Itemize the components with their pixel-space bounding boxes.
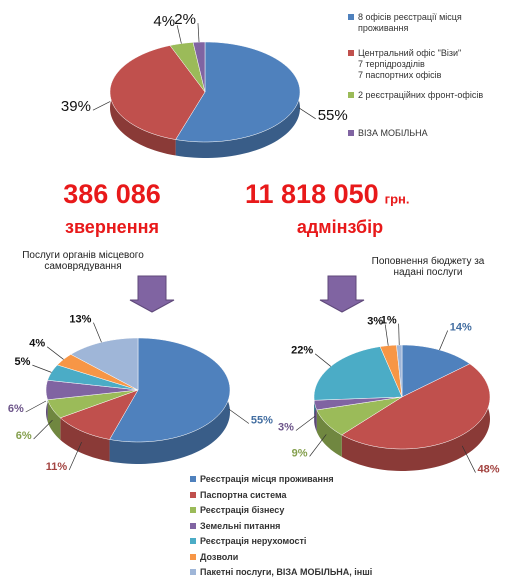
data-label: 6% (16, 430, 32, 442)
data-label: 55% (251, 414, 273, 426)
leader-line (298, 107, 316, 120)
slice (109, 337, 231, 443)
leader-line (93, 322, 102, 343)
data-label: 4% (153, 13, 175, 30)
legend-swatch (348, 92, 354, 98)
slice (316, 396, 403, 436)
slice (47, 364, 139, 391)
legend-swatch (190, 491, 196, 498)
data-label: 48% (477, 463, 499, 475)
legend-item: 2 реєстраційних фронт-офісів (348, 90, 508, 101)
slice (70, 337, 139, 391)
legend-item: Реєстрація місця проживання (190, 474, 334, 485)
slice (175, 41, 301, 143)
legend-swatch (348, 130, 354, 136)
slice-side (316, 409, 342, 457)
slice (47, 389, 139, 419)
leader-line (314, 353, 332, 367)
slice (313, 346, 403, 401)
data-label: 5% (14, 356, 30, 368)
legend-swatch (190, 522, 196, 529)
slice (109, 45, 206, 140)
legend-item: Реєстрація бізнесу (190, 505, 284, 516)
slice (45, 379, 139, 401)
data-label: 22% (291, 345, 313, 357)
legend-item: Пакетні послуги, ВІЗА МОБІЛЬНА, інші (190, 567, 372, 578)
legend-swatch (190, 507, 196, 513)
summary-label: адмінзбір (297, 217, 383, 237)
leader-line (398, 323, 400, 346)
legend-item: Дозволи (190, 552, 238, 563)
leader-line (46, 346, 64, 360)
legend-item: ВІЗА МОБІЛЬНА (348, 128, 508, 139)
slice (59, 389, 139, 440)
data-label: 1% (381, 315, 397, 327)
legend-swatch (348, 50, 354, 56)
data-label: 11% (46, 461, 68, 473)
data-label: 39% (61, 98, 91, 115)
data-label: 13% (69, 314, 91, 326)
legend-item: 8 офісів реєстрації місця проживання (348, 12, 508, 34)
leader-line (32, 364, 52, 373)
caption: Послуги органів місцевого самоврядування (22, 250, 144, 272)
leader-line (384, 324, 389, 346)
summary-value: 11 818 050 (245, 179, 379, 209)
leader-line (92, 101, 111, 111)
data-label: 2% (174, 11, 196, 28)
data-label: 4% (29, 338, 45, 350)
legend-item: Земельні питання (190, 521, 280, 532)
slice (192, 41, 206, 93)
legend-swatch (190, 476, 196, 482)
legend-item: Центральний офіс "Візи" 7 терпідрозділів… (348, 48, 508, 81)
legend-swatch (190, 569, 196, 575)
arrow (319, 275, 365, 313)
slice-side (47, 399, 61, 440)
data-label: 55% (318, 107, 348, 124)
data-label: 3% (278, 421, 294, 433)
leader-line (25, 400, 47, 413)
data-label: 3% (367, 315, 383, 327)
arrow (129, 275, 175, 313)
slice (341, 363, 491, 450)
leader-line (68, 441, 82, 471)
leader-line (33, 419, 53, 440)
legend-item: Паспортна система (190, 490, 287, 501)
leader-line (295, 415, 316, 431)
leader-line (461, 445, 476, 473)
legend-item: Реєстрація нерухомості (190, 536, 306, 547)
legend-swatch (348, 14, 354, 20)
data-label: 9% (292, 447, 308, 459)
leader-line (176, 25, 182, 44)
data-label: 6% (8, 403, 24, 415)
leader-line (439, 330, 449, 351)
slice-side (341, 363, 490, 471)
summary-label: звернення (65, 217, 159, 237)
leader-line (228, 408, 250, 424)
leader-line (197, 23, 200, 43)
legend-swatch (190, 553, 196, 560)
slice-side (60, 417, 110, 462)
legend-swatch (190, 538, 196, 544)
summary-value: 386 086 (63, 179, 161, 209)
caption: Поповнення бюджету за надані послуги (371, 256, 485, 278)
summary-unit: грн. (385, 191, 410, 206)
data-label: 14% (450, 321, 472, 333)
slice (396, 344, 403, 398)
leader-line (309, 434, 327, 457)
